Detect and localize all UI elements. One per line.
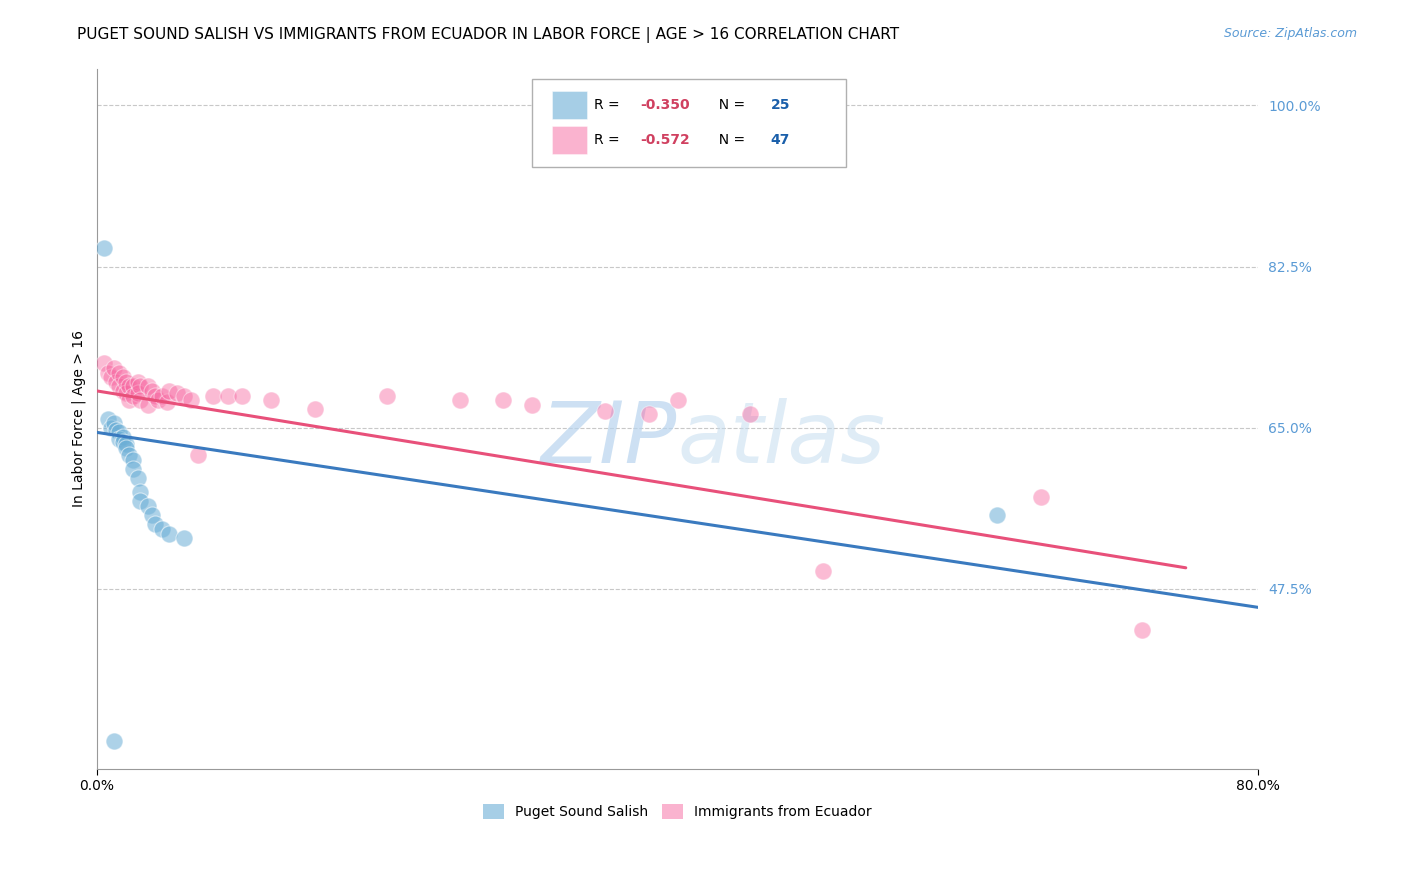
Point — [111, 430, 134, 444]
Point — [173, 388, 195, 402]
Point — [129, 485, 152, 500]
Point — [217, 388, 239, 402]
Point — [122, 388, 145, 402]
Point — [666, 393, 689, 408]
FancyBboxPatch shape — [553, 126, 586, 154]
Point — [150, 388, 173, 402]
Point — [637, 407, 659, 421]
Point — [492, 393, 515, 408]
Point — [118, 379, 141, 393]
Point — [127, 385, 149, 400]
Point — [103, 734, 125, 748]
Point — [150, 522, 173, 536]
Point — [136, 398, 159, 412]
Point — [103, 360, 125, 375]
FancyBboxPatch shape — [553, 91, 586, 119]
Legend: Puget Sound Salish, Immigrants from Ecuador: Puget Sound Salish, Immigrants from Ecua… — [478, 798, 877, 825]
Point — [115, 375, 138, 389]
Text: atlas: atlas — [678, 398, 886, 481]
Point — [111, 384, 134, 398]
Text: N =: N = — [710, 98, 749, 112]
Point — [231, 388, 253, 402]
Point — [187, 449, 209, 463]
Point — [107, 425, 129, 440]
Point — [100, 370, 122, 384]
Point — [104, 375, 127, 389]
Text: N =: N = — [710, 133, 749, 147]
Point — [449, 393, 471, 408]
Text: 47: 47 — [770, 133, 790, 147]
Point — [107, 432, 129, 446]
Point — [1029, 490, 1052, 504]
Point — [201, 388, 224, 402]
Point — [103, 416, 125, 430]
Point — [141, 508, 163, 523]
Point — [129, 379, 152, 393]
Text: Source: ZipAtlas.com: Source: ZipAtlas.com — [1223, 27, 1357, 40]
Point — [93, 241, 115, 255]
Point — [104, 423, 127, 437]
Point — [118, 393, 141, 408]
Text: ZIP: ZIP — [541, 398, 678, 481]
Point — [146, 393, 169, 408]
Point — [166, 385, 188, 400]
Text: R =: R = — [593, 98, 624, 112]
Point — [122, 453, 145, 467]
Point — [107, 366, 129, 380]
Point — [122, 462, 145, 476]
Point — [740, 407, 762, 421]
Point — [143, 388, 166, 402]
Text: -0.572: -0.572 — [641, 133, 690, 147]
Point — [115, 437, 138, 451]
Point — [811, 564, 834, 578]
Point — [180, 393, 202, 408]
Point — [173, 531, 195, 545]
Point — [260, 393, 283, 408]
Point — [97, 366, 120, 380]
Point — [141, 384, 163, 398]
Point — [155, 395, 177, 409]
Point — [107, 379, 129, 393]
Point — [127, 471, 149, 485]
Point — [1130, 624, 1153, 638]
Point — [111, 370, 134, 384]
Point — [129, 494, 152, 508]
Point — [159, 526, 181, 541]
Point — [159, 384, 181, 398]
Point — [100, 421, 122, 435]
Point — [375, 388, 398, 402]
Point — [127, 375, 149, 389]
Text: -0.350: -0.350 — [641, 98, 690, 112]
FancyBboxPatch shape — [533, 79, 846, 167]
Y-axis label: In Labor Force | Age > 16: In Labor Force | Age > 16 — [72, 330, 86, 507]
Point — [111, 434, 134, 449]
Point — [143, 517, 166, 532]
Point — [304, 402, 326, 417]
Point — [593, 404, 616, 418]
Point — [522, 398, 544, 412]
Text: 25: 25 — [770, 98, 790, 112]
Text: R =: R = — [593, 133, 624, 147]
Point — [122, 379, 145, 393]
Point — [129, 393, 152, 408]
Point — [115, 441, 138, 455]
Point — [115, 385, 138, 400]
Point — [136, 379, 159, 393]
Point — [97, 411, 120, 425]
Point — [93, 356, 115, 370]
Point — [118, 449, 141, 463]
Point — [136, 499, 159, 513]
Point — [986, 508, 1008, 523]
Text: PUGET SOUND SALISH VS IMMIGRANTS FROM ECUADOR IN LABOR FORCE | AGE > 16 CORRELAT: PUGET SOUND SALISH VS IMMIGRANTS FROM EC… — [77, 27, 900, 43]
